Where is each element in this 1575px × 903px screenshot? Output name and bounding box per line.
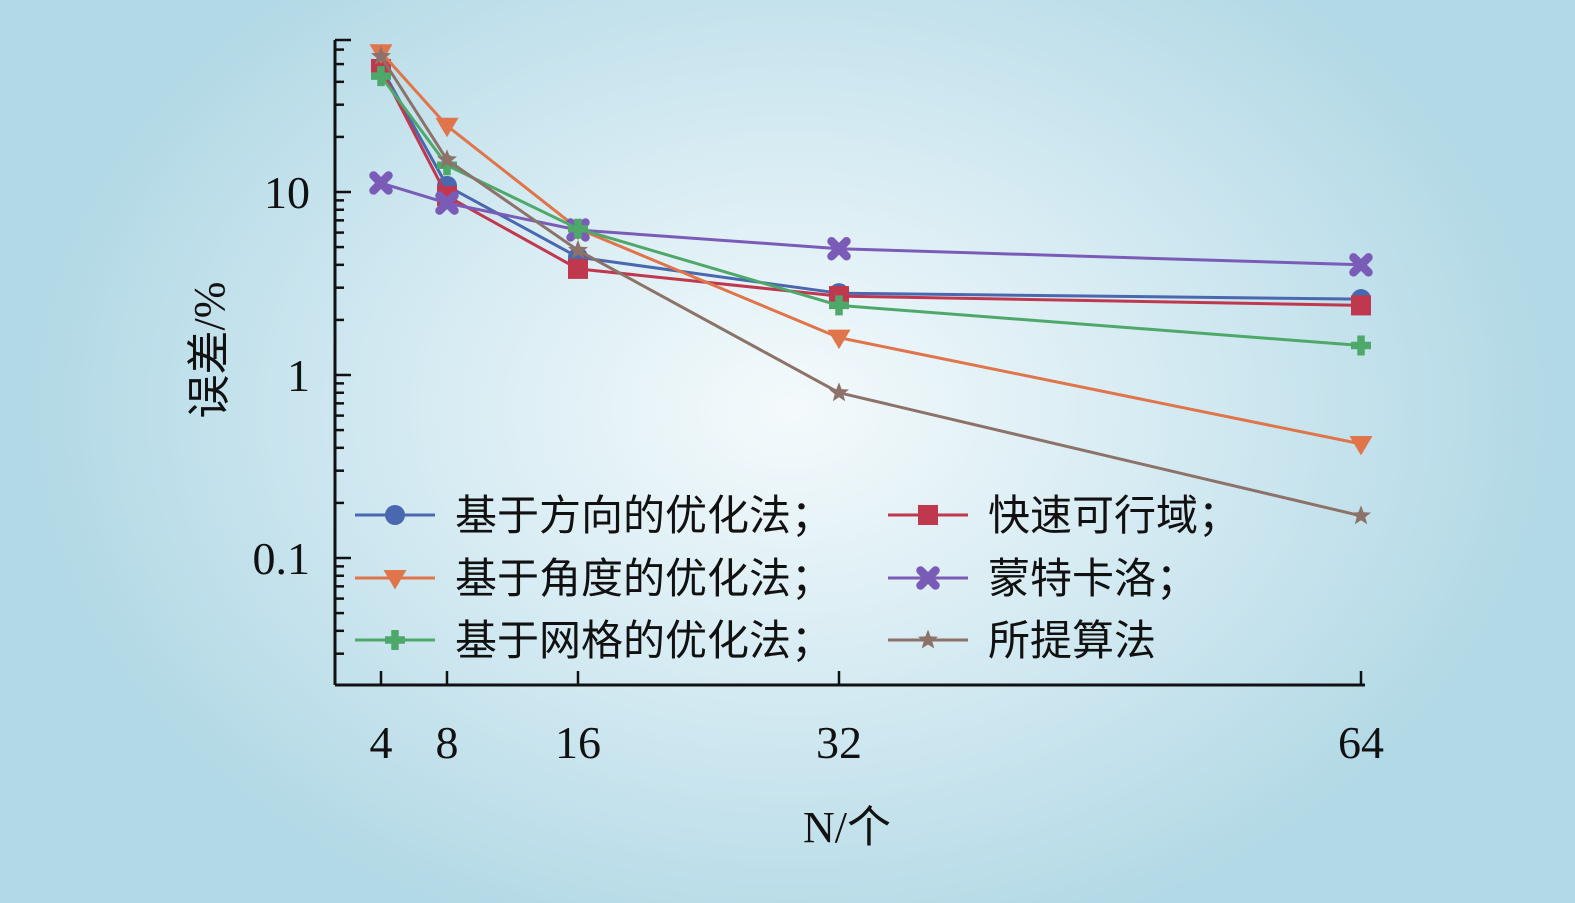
data-point — [371, 66, 391, 87]
data-point — [916, 566, 940, 590]
data-point — [918, 629, 938, 649]
data-point — [827, 236, 851, 261]
axes — [333, 40, 1365, 687]
y-tick-label: 0.1 — [253, 533, 311, 584]
y-tick-label: 1 — [287, 350, 310, 401]
data-point — [1351, 295, 1371, 316]
data-point — [1351, 335, 1371, 356]
x-tick-label: 32 — [816, 717, 862, 768]
legend-label: 所提算法 — [988, 616, 1156, 665]
series-line — [379, 51, 1362, 446]
x-tick-label: 8 — [436, 717, 459, 768]
data-point — [568, 218, 588, 239]
x-tick-label: 16 — [555, 717, 601, 768]
series-layer — [369, 44, 1373, 525]
y-tick-label: 10 — [264, 167, 310, 218]
x-tick-label: 64 — [1338, 717, 1384, 768]
data-point — [568, 239, 588, 259]
data-point — [385, 505, 405, 525]
data-point — [383, 570, 407, 590]
data-point — [829, 382, 849, 402]
legend-item: 快速可行域； — [888, 491, 1240, 540]
x-axis-title: N/个 — [803, 803, 891, 852]
data-point — [1351, 505, 1371, 525]
data-point — [435, 117, 459, 138]
legend-label: 基于方向的优化法； — [455, 491, 833, 540]
series-line — [379, 75, 1362, 347]
series-5 — [371, 66, 1371, 356]
data-point — [1349, 435, 1373, 456]
series-line — [379, 55, 1362, 518]
data-point — [1349, 253, 1373, 277]
data-point — [827, 329, 851, 350]
legend-label: 基于角度的优化法； — [455, 554, 833, 603]
legend-item: 所提算法 — [888, 616, 1156, 665]
legend-item: 蒙特卡洛； — [888, 554, 1198, 603]
legend-label: 快速可行域； — [988, 491, 1240, 540]
series-6 — [371, 46, 1371, 525]
x-tick-label: 4 — [370, 717, 393, 768]
legend: 基于方向的优化法； 快速可行域； 基于角度的优化法； 蒙特卡洛； 基于网格的优化法； 所提… — [355, 491, 1240, 665]
data-point — [918, 505, 938, 525]
data-point — [437, 149, 457, 169]
data-point — [829, 295, 849, 316]
series-line — [380, 181, 1362, 267]
legend-item: 基于方向的优化法； — [355, 491, 833, 540]
legend-label: 蒙特卡洛； — [988, 554, 1198, 603]
data-point — [435, 191, 459, 215]
legend-item: 基于角度的优化法； — [355, 554, 833, 603]
series-2 — [371, 59, 1371, 316]
legend-item: 基于网格的优化法； — [355, 616, 833, 665]
y-axis-title: 误差/% — [185, 282, 234, 419]
series-line — [379, 68, 1362, 307]
data-point — [369, 171, 393, 195]
series-line — [379, 66, 1362, 301]
ticks: 4 8 16 32 64 10 1 0.1 — [253, 38, 1384, 768]
data-point — [371, 46, 391, 65]
data-point — [385, 630, 405, 650]
series-4 — [369, 171, 1373, 277]
legend-label: 基于网格的优化法； — [455, 616, 833, 665]
data-point — [568, 258, 588, 279]
